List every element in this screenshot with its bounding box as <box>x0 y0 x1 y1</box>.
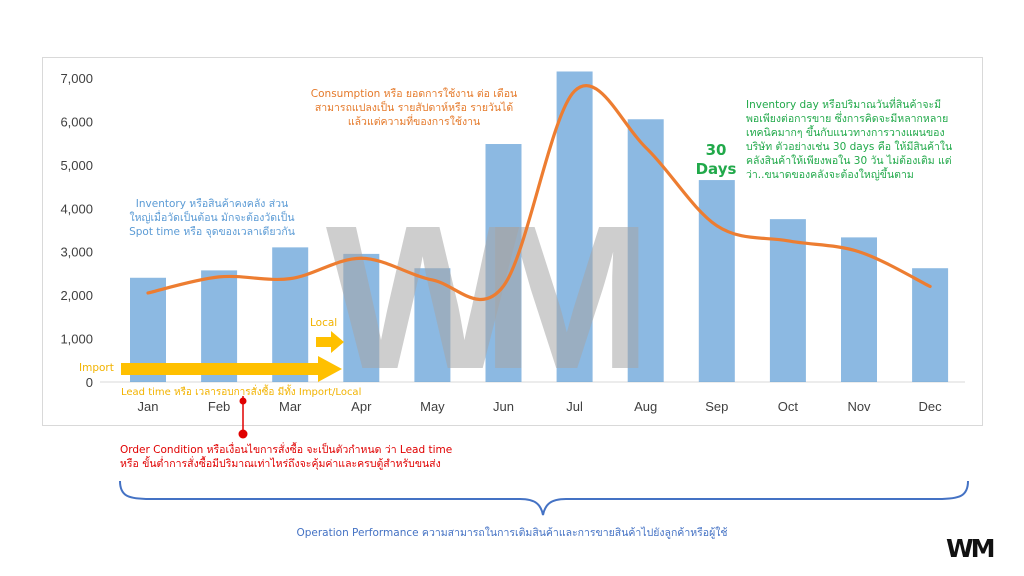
days-number: 30 <box>705 141 727 159</box>
inventory-day-line-2: พอเพียงต่อการขาย ซึ่งการคิดจะมีหลากหลาย <box>746 113 949 125</box>
wm-logo: WM <box>946 534 995 563</box>
import-arrow <box>121 356 342 382</box>
order-condition-line-1: Order Condition หรือเงื่อนไขการสั่งซื้อ … <box>120 444 453 456</box>
inventory-line-2: ใหญ่เมื่อวัดเป็นต้อน มักจะต้องวัดเป็น <box>129 212 295 224</box>
consumption-line-2: สามารถแปลงเป็น รายสัปดาห์หรือ รายวันได้ <box>314 102 514 114</box>
x-tick-label: Jan <box>138 399 159 414</box>
y-tick-label: 3,000 <box>60 245 93 260</box>
local-label: Local <box>310 317 338 329</box>
bar-aug <box>627 119 664 382</box>
x-tick-label: Mar <box>279 399 302 414</box>
inventory-annotation: Inventory หรือสินค้าคงคลัง ส่วน ใหญ่เมื่… <box>112 197 312 239</box>
bar-jul <box>556 71 593 382</box>
order-marker-dot-bottom <box>238 429 248 439</box>
bar-apr <box>343 253 380 382</box>
x-tick-label: Jul <box>566 399 583 414</box>
y-tick-label: 4,000 <box>60 201 93 216</box>
x-tick-label: Feb <box>208 399 230 414</box>
y-tick-label: 6,000 <box>60 114 93 129</box>
x-tick-label: Dec <box>919 399 943 414</box>
y-tick-label: 5,000 <box>60 158 93 173</box>
inventory-day-line-1: Inventory day หรือปริมาณวันที่สินค้าจะมี <box>746 99 942 111</box>
consumption-annotation: Consumption หรือ ยอดการใช้งาน ต่อ เดือน … <box>296 87 532 129</box>
bar-mar <box>272 247 309 382</box>
operation-brace <box>119 480 969 516</box>
y-tick-label: 0 <box>86 375 93 390</box>
inventory-line-3: Spot time หรือ จุดของเวลาเดียวกัน <box>129 226 295 238</box>
bar-sep <box>698 180 735 382</box>
bar-may <box>414 268 451 382</box>
local-arrow <box>316 331 344 353</box>
inventory-day-line-6: ว่า..ขนาดของคลังจะต้องใหญ่ขึ้นตาม <box>746 169 914 181</box>
y-tick-label: 1,000 <box>60 332 93 347</box>
x-tick-label: Jun <box>493 399 514 414</box>
inventory-day-line-5: คลังสินค้าให้เพียงพอใน 30 วัน ไม่ต้องเติ… <box>746 155 952 167</box>
consumption-line-1: Consumption หรือ ยอดการใช้งาน ต่อ เดือน <box>310 88 518 100</box>
days-word: Days <box>695 160 737 178</box>
inventory-day-line-4: บริษัท ตัวอย่างเช่น 30 days คือ ให้มีสิน… <box>746 141 953 153</box>
inventory-day-annotation: Inventory day หรือปริมาณวันที่สินค้าจะมี… <box>746 98 978 182</box>
watermark-text: WM <box>326 183 639 412</box>
order-condition-line-2: หรือ ขั้นต่ำการสั่งซื้อมีปริมาณเท่าไหร่ถ… <box>120 458 441 470</box>
inventory-line-1: Inventory หรือสินค้าคงคลัง ส่วน <box>135 198 289 210</box>
x-tick-label: Aug <box>634 399 657 414</box>
consumption-line-3: แล้วแต่ความที่ของการใช้งาน <box>347 116 481 128</box>
bar-oct <box>769 219 806 382</box>
operation-performance-label: Operation Performance ความสามารถในการเติ… <box>296 527 728 539</box>
y-tick-label: 2,000 <box>60 288 93 303</box>
x-tick-label: Oct <box>778 399 799 414</box>
lead-time-label: Lead time หรือ เวลารอบการสั่งซื้อ มีทั้ง… <box>121 387 362 398</box>
x-tick-label: Apr <box>351 399 372 414</box>
order-condition-annotation: Order Condition หรือเงื่อนไขการสั่งซื้อ … <box>120 443 500 471</box>
days-label: 30 Days <box>690 141 742 179</box>
order-marker-dot-top <box>239 397 247 405</box>
y-tick-label: 7,000 <box>60 71 93 86</box>
inventory-day-line-3: เทคนิคมากๆ ขึ้นกับแนวทางการวางแผนของ <box>746 127 945 139</box>
consumption-line <box>146 84 932 301</box>
x-tick-label: May <box>420 399 445 414</box>
x-tick-label: Sep <box>705 399 728 414</box>
import-label: Import <box>79 362 114 374</box>
bar-nov <box>841 237 877 382</box>
x-tick-label: Nov <box>847 399 871 414</box>
